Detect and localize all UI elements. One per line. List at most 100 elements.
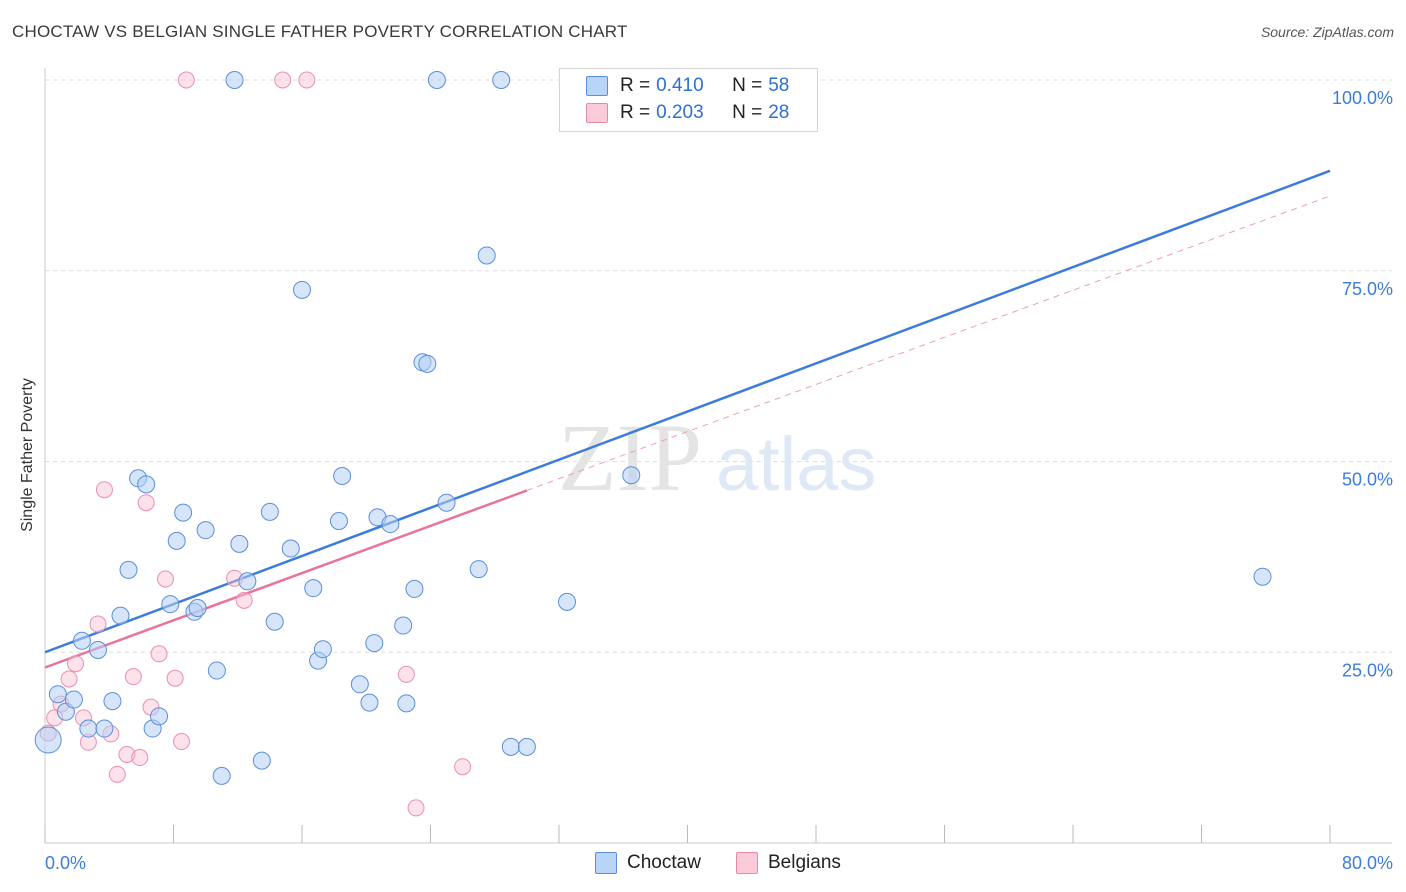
belgians-point [235,591,253,609]
choctaw-point [360,693,379,712]
legend-r-label: R = [620,75,651,96]
legend-n-label: N = [732,75,763,96]
choctaw-point [281,539,300,558]
belgians-point [274,71,292,89]
belgians-point [108,765,126,783]
belgians-point [118,745,136,763]
chart-title: CHOCTAW VS BELGIAN SINGLE FATHER POVERTY… [12,22,628,41]
belgians-point [60,670,78,688]
choctaw-point [79,719,98,738]
y-tick-label: 50.0% [1342,470,1393,490]
choctaw-point [350,675,369,694]
x-tick-label: 80.0% [1342,853,1393,873]
legend-n-value: 28 [768,102,790,123]
belgians-point [173,733,191,751]
belgians-point [397,665,415,683]
legend-r-label: R = [620,102,651,123]
choctaw-point [95,719,114,738]
choctaw-point [492,71,511,89]
legend-n-value: 58 [768,75,790,96]
choctaw-point [313,640,332,659]
belgians-point [166,669,184,687]
belgians-point [137,494,155,512]
legend-row-belgians: R = 0.203 N = 28 [586,101,789,125]
choctaw-point [329,512,348,531]
belgians-point [95,481,113,499]
belgians-trend-line [44,489,528,669]
choctaw-point [427,71,446,89]
choctaw-point [188,598,207,617]
choctaw-point [64,690,83,709]
choctaw-point [103,692,122,711]
correlation-legend: R = 0.410 N = 58 R = 0.203 N = 28 [559,68,818,132]
choctaw-point [174,503,193,522]
belgians-point [67,655,85,673]
choctaw-point [405,579,424,598]
belgians-point [89,615,107,633]
belgians-swatch [586,103,608,123]
legend-row-choctaw: R = 0.410 N = 58 [586,74,789,98]
tick-labels: 25.0% 50.0% 75.0% 100.0% 0.0% 80.0% [45,88,1393,873]
bottom-legend-choctaw: Choctaw [595,852,701,874]
choctaw-point [89,640,108,659]
choctaw-legend-label: Choctaw [627,852,701,873]
choctaw-point [230,534,249,553]
belgians-trend-extension [526,195,1331,491]
belgians-swatch [736,852,758,874]
choctaw-point [225,71,244,89]
belgians-point [124,668,142,686]
choctaw-point [293,280,311,299]
choctaw-point [469,560,488,579]
choctaw-point [558,592,577,611]
axes [44,68,1392,844]
grid-lines [45,79,1392,653]
choctaw-point [196,521,215,540]
y-tick-label: 75.0% [1342,279,1393,299]
choctaw-swatch [586,76,608,96]
belgians-point [156,570,174,588]
belgians-legend-label: Belgians [768,852,841,873]
choctaw-point [111,606,130,625]
choctaw-point [48,685,67,704]
choctaw-trend-line [44,169,1331,654]
y-tick-label: 25.0% [1342,660,1393,680]
belgians-point [131,749,149,767]
choctaw-point [238,572,257,591]
source-label: Source: ZipAtlas.com [1260,24,1394,40]
legend-r-value: 0.410 [656,75,704,96]
choctaw-point [418,354,437,373]
choctaw-point [212,766,231,785]
choctaw-point [517,737,536,756]
choctaw-point [167,531,186,550]
choctaw-point [72,631,91,650]
choctaw-point [1253,567,1272,586]
choctaw-point [161,595,180,614]
watermark: ZIP atlas [558,404,877,511]
belgians-point [407,799,425,817]
choctaw-point [304,579,323,598]
choctaw-point [34,726,62,754]
choctaw-swatch [595,852,617,874]
trend-lines [44,169,1331,669]
legend-r-value: 0.203 [656,102,704,123]
belgians-point [177,71,195,89]
watermark-atlas: atlas [716,422,877,507]
belgians-point [150,645,168,663]
belgians-point [298,71,316,89]
choctaw-point [477,246,496,265]
choctaw-point [150,707,169,726]
choctaw-point [397,694,416,713]
choctaw-point [501,737,520,756]
choctaw-point [622,466,641,485]
choctaw-point [137,475,156,494]
choctaw-point [437,493,456,512]
choctaw-point [252,751,271,770]
choctaw-point [119,560,138,579]
choctaw-point [381,515,400,534]
legend-n-label: N = [732,102,763,123]
belgians-point [454,758,472,776]
watermark-zip: ZIP [558,404,702,511]
choctaw-point [365,634,384,653]
choctaw-point [265,612,284,631]
